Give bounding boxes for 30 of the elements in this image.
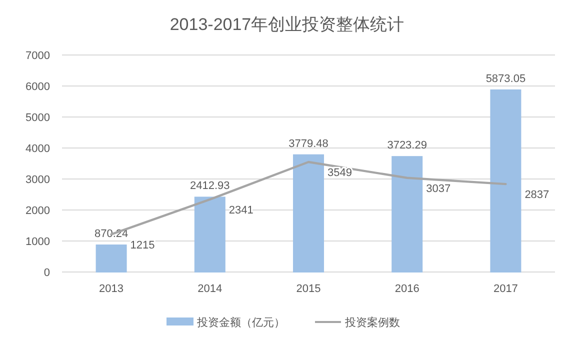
y-tick-label: 4000 bbox=[26, 143, 50, 155]
x-tick-label: 2015 bbox=[296, 283, 321, 295]
x-tick-label: 2013 bbox=[99, 283, 124, 295]
data-label: 2837 bbox=[524, 189, 550, 202]
data-label: 2341 bbox=[228, 204, 254, 216]
bar bbox=[293, 154, 324, 272]
x-tick-label: 2014 bbox=[198, 283, 222, 295]
bar bbox=[490, 89, 522, 272]
y-tick-label: 2000 bbox=[26, 205, 50, 217]
data-label: 3779.48 bbox=[288, 138, 328, 150]
y-tick-label: 6000 bbox=[26, 81, 50, 93]
legend-label: 投资案例数 bbox=[344, 316, 400, 329]
chart-title: 2013-2017年创业投资整体统计 bbox=[170, 15, 404, 34]
bar bbox=[96, 244, 127, 272]
data-label: 1215 bbox=[130, 239, 155, 252]
data-label: 5873.05 bbox=[486, 72, 526, 85]
y-tick-label: 3000 bbox=[26, 174, 50, 186]
y-tick-label: 7000 bbox=[26, 50, 50, 62]
x-tick-label: 2016 bbox=[394, 283, 420, 295]
x-tick-label: 2017 bbox=[493, 283, 518, 295]
legend-label: 投资金额（亿元） bbox=[196, 316, 285, 329]
data-label: 3723.29 bbox=[387, 140, 427, 152]
bar bbox=[392, 156, 423, 272]
data-label: 3549 bbox=[328, 166, 352, 179]
y-tick-label: 0 bbox=[44, 267, 50, 279]
data-label: 2412.93 bbox=[190, 180, 230, 192]
y-tick-label: 1000 bbox=[26, 236, 50, 248]
bar bbox=[194, 196, 226, 272]
y-tick-label: 5000 bbox=[26, 112, 50, 124]
data-label: 3037 bbox=[426, 182, 451, 195]
